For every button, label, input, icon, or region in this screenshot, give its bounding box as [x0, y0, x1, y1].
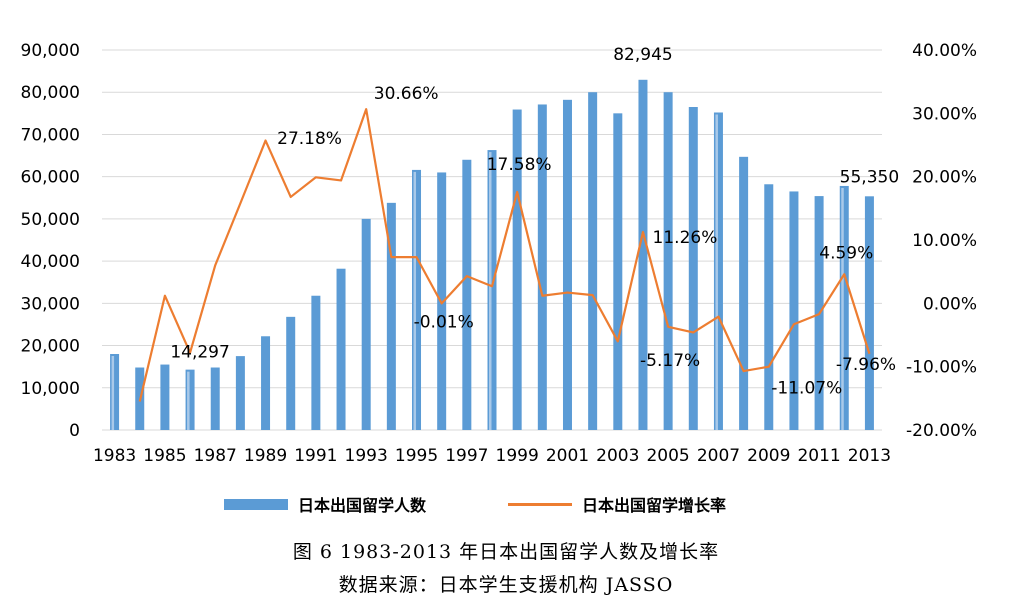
- bar-2004: [638, 79, 648, 430]
- line-data-label: 30.66%: [374, 84, 439, 104]
- data-labels: 14,297 82,945 55,350 27.18% 30.66% -0.01% 17.5…: [170, 45, 899, 399]
- bar-1993: [361, 218, 371, 430]
- line-data-label: 17.58%: [487, 155, 552, 175]
- bar-data-label: 14,297: [170, 343, 229, 363]
- left-axis-tick-label: 0: [69, 421, 80, 441]
- x-axis-tick-label: 1991: [294, 446, 337, 466]
- legend-line-swatch: [508, 502, 572, 506]
- bar-1989: [261, 336, 271, 430]
- bar-1995: [412, 169, 422, 430]
- bar-2008: [739, 156, 749, 431]
- line-data-label: 11.26%: [653, 228, 718, 248]
- line-data-label: 27.18%: [277, 129, 342, 149]
- bar-highlight: [715, 114, 718, 430]
- legend-line-label: 日本出国留学增长率: [582, 496, 727, 515]
- left-axis-tick-label: 10,000: [21, 379, 80, 399]
- bar-data-label: 55,350: [840, 167, 899, 187]
- bar-1990: [286, 316, 296, 430]
- line-series: [138, 108, 871, 402]
- left-axis-tick-label: 70,000: [21, 125, 80, 145]
- x-axis-tick-label: 2011: [797, 446, 840, 466]
- x-axis-tick-label: 2003: [596, 446, 639, 466]
- bar-2005: [663, 92, 673, 430]
- figure-caption: 图 6 1983-2013 年日本出国留学人数及增长率: [292, 541, 720, 563]
- bar-2012: [839, 185, 849, 430]
- left-axis-tick-label: 40,000: [21, 252, 80, 272]
- x-axis-tick-label: 1999: [496, 446, 539, 466]
- x-axis-tick-label: 1985: [143, 446, 186, 466]
- bar-1986: [185, 369, 195, 430]
- line-data-label: -11.07%: [771, 379, 842, 399]
- bar-1992: [336, 268, 346, 430]
- bar-1999: [512, 109, 522, 431]
- bar-1987: [210, 367, 220, 430]
- left-axis-ticks: 0 10,000 20,000 30,000 40,000 50,000 60,000 70,…: [21, 41, 80, 441]
- bar-data-label: 82,945: [613, 45, 672, 65]
- bar-2002: [588, 92, 598, 430]
- bar-2001: [562, 99, 572, 431]
- bar-1988: [235, 356, 245, 430]
- bar-highlight: [489, 152, 492, 431]
- bar-2009: [764, 184, 774, 430]
- x-axis-tick-label: 1995: [395, 446, 438, 466]
- bar-1983: [110, 354, 120, 430]
- legend: 日本出国留学人数 日本出国留学增长率: [0, 492, 1012, 520]
- left-axis-tick-label: 80,000: [21, 83, 80, 103]
- left-axis-tick-label: 90,000: [21, 41, 80, 61]
- bar-2007: [713, 112, 723, 430]
- bar-2013: [864, 196, 874, 430]
- legend-item-line: 日本出国留学增长率: [508, 492, 726, 516]
- bar-2010: [789, 191, 799, 430]
- right-axis-tick-label: 10.00%: [912, 231, 977, 251]
- x-axis-tick-label: 1993: [345, 446, 388, 466]
- x-axis-tick-label: 2001: [546, 446, 589, 466]
- x-axis-tick-label: 1997: [445, 446, 488, 466]
- line-data-label: 4.59%: [819, 243, 873, 263]
- legend-item-bar: 日本出国留学人数: [224, 492, 426, 516]
- bar-2006: [688, 107, 698, 430]
- right-axis-tick-label: 40.00%: [912, 41, 977, 61]
- x-axis-tick-label: 2007: [697, 446, 740, 466]
- x-axis-ticks: 1983 1985 1987 1989 1991 1993 1995 1997 1999 2001…: [93, 446, 891, 466]
- combo-chart: 0 10,000 20,000 30,000 40,000 50,000 60,000 70,…: [21, 41, 977, 466]
- figure-source: 数据来源：日本学生支援机构 JASSO: [338, 574, 674, 596]
- right-axis-ticks: -20.00% -10.00% 0.00% 10.00% 20.00% 30.00% 40.…: [906, 41, 977, 441]
- bar-2000: [537, 104, 547, 430]
- left-axis-tick-label: 30,000: [21, 294, 80, 314]
- right-axis-tick-label: -20.00%: [906, 421, 977, 441]
- line-data-label: -7.96%: [836, 355, 896, 375]
- bar-1994: [386, 202, 396, 430]
- bar-1997: [462, 159, 472, 430]
- right-axis-tick-label: 20.00%: [912, 168, 977, 188]
- growth-rate-line: [138, 108, 871, 402]
- legend-bar-label: 日本出国留学人数: [298, 496, 427, 515]
- bar-1991: [311, 295, 321, 430]
- bar-highlight: [841, 187, 844, 430]
- bar-2003: [613, 113, 623, 430]
- line-data-label: -0.01%: [414, 312, 474, 332]
- left-axis-tick-label: 60,000: [21, 168, 80, 188]
- x-axis-tick-label: 1983: [93, 446, 136, 466]
- bar-series: [110, 79, 874, 431]
- x-axis-tick-label: 2009: [747, 446, 790, 466]
- x-axis-tick-label: 2005: [646, 446, 689, 466]
- right-axis-tick-label: 0.00%: [923, 294, 977, 314]
- x-axis-tick-label: 2013: [848, 446, 891, 466]
- left-axis-tick-label: 50,000: [21, 210, 80, 230]
- right-axis-tick-label: -10.00%: [906, 358, 977, 378]
- legend-bar-swatch: [224, 498, 288, 510]
- bar-highlight: [413, 171, 417, 430]
- x-axis-tick-label: 1987: [194, 446, 237, 466]
- bar-1998: [487, 150, 497, 431]
- x-axis-tick-label: 1989: [244, 446, 287, 466]
- right-axis-tick-label: 30.00%: [912, 104, 977, 124]
- left-axis-tick-label: 20,000: [21, 337, 80, 357]
- bar-1985: [160, 364, 170, 430]
- bar-highlight: [111, 356, 115, 430]
- line-data-label: -5.17%: [640, 351, 700, 371]
- bar-highlight: [187, 371, 190, 430]
